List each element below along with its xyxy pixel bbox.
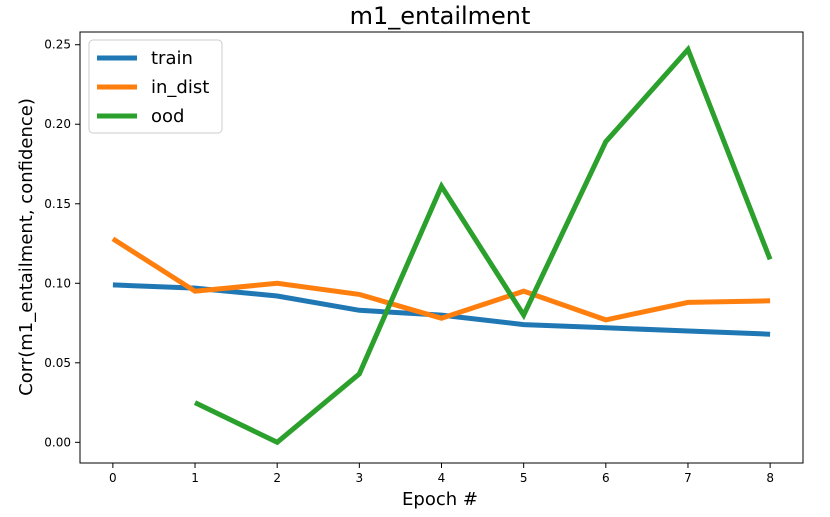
x-tick-label: 1	[191, 471, 199, 485]
x-tick-label: 0	[109, 471, 117, 485]
x-axis-ticks: 0 1 2 3 4 5 6 7 8	[109, 463, 774, 485]
x-tick-label: 6	[602, 471, 610, 485]
x-axis-label: Epoch #	[402, 489, 478, 510]
series-line-train	[112, 282, 771, 337]
y-tick-label: 0.00	[44, 435, 71, 449]
y-axis-label: Corr(m1_entailment, confidence)	[16, 98, 37, 396]
legend-label-in-dist: in_dist	[151, 77, 209, 98]
x-tick-label: 4	[438, 471, 446, 485]
y-tick-label: 0.10	[44, 276, 71, 290]
y-tick-label: 0.15	[44, 197, 71, 211]
legend-frame	[88, 39, 223, 134]
x-tick-label: 5	[520, 471, 528, 485]
y-tick-label: 0.20	[44, 117, 71, 131]
chart-title: m1_entailment	[350, 2, 531, 30]
x-tick-label: 7	[684, 471, 692, 485]
legend-label-ood: ood	[151, 106, 184, 127]
y-tick-label: 0.25	[44, 38, 71, 52]
series-lines	[111, 44, 773, 446]
series-line-ood	[193, 44, 773, 446]
y-axis-ticks: 0.00 0.05 0.10 0.15 0.20 0.25	[44, 38, 80, 449]
legend-label-train: train	[151, 48, 193, 69]
x-tick-label: 3	[356, 471, 364, 485]
x-tick-label: 2	[273, 471, 281, 485]
x-tick-label: 8	[766, 471, 774, 485]
y-tick-label: 0.05	[44, 356, 71, 370]
series-line-in-dist	[111, 236, 771, 323]
